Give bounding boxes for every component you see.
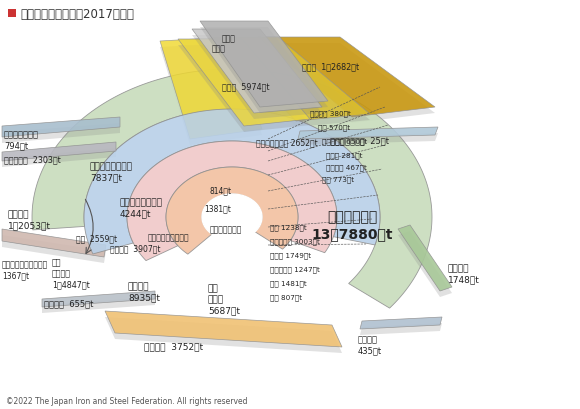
Text: 国内鉄スクラップ
4244万t: 国内鉄スクラップ 4244万t [120, 198, 163, 218]
Text: 二次製品化 3003万t: 二次製品化 3003万t [270, 237, 320, 244]
Text: 建設・機械スクラップ
1367万t: 建設・機械スクラップ 1367万t [2, 259, 48, 279]
Polygon shape [258, 44, 435, 124]
Polygon shape [2, 143, 116, 162]
Polygon shape [105, 317, 342, 353]
Text: 建設 570万t: 建設 570万t [318, 124, 350, 130]
Text: 電炉
鉄鯼生産
1億4847万t: 電炉 鉄鯼生産 1億4847万t [52, 257, 90, 288]
Text: 製品輸入
435万t: 製品輸入 435万t [358, 334, 382, 354]
Polygon shape [258, 38, 435, 118]
Polygon shape [178, 46, 310, 133]
Polygon shape [398, 225, 452, 291]
Polygon shape [2, 124, 120, 144]
Text: 土木 807万t: 土木 807万t [270, 293, 302, 300]
Polygon shape [212, 44, 370, 128]
Text: 管類 773万t: 管類 773万t [322, 175, 354, 182]
Text: 自動車 281万t: 自動車 281万t [326, 152, 362, 158]
Text: 石灰石: 石灰石 [222, 34, 236, 43]
Polygon shape [360, 317, 442, 329]
Text: 鉤材生産
8935万t: 鉤材生産 8935万t [128, 281, 160, 301]
Text: 自家発生スクラップ: 自家発生スクラップ [148, 232, 190, 241]
Polygon shape [84, 110, 380, 254]
Text: 高炉スラグ  2303万t: 高炉スラグ 2303万t [4, 155, 61, 164]
Text: スクラップ輸入  25万t: スクラップ輸入 25万t [330, 136, 389, 145]
Polygon shape [2, 229, 106, 257]
Polygon shape [200, 28, 328, 114]
Text: 山土土木 380万t: 山土土木 380万t [310, 110, 351, 116]
Text: 鉤材輸出  3752万t: 鉤材輸出 3752万t [144, 341, 203, 350]
Polygon shape [200, 22, 328, 108]
Text: 鉄源消費
1億2053万t: 鉄源消費 1億2053万t [8, 209, 51, 229]
Polygon shape [298, 134, 438, 146]
Polygon shape [42, 291, 155, 307]
Polygon shape [166, 168, 298, 254]
Text: 鉤材輸入  655万t: 鉤材輸入 655万t [44, 298, 93, 307]
Text: 生石灰: 生石灰 [212, 44, 226, 53]
Polygon shape [160, 44, 262, 146]
Text: スクラップ輸出
794万t: スクラップ輸出 794万t [4, 130, 39, 150]
Polygon shape [192, 30, 322, 114]
Bar [8, 10, 16, 18]
Polygon shape [360, 323, 442, 335]
Text: 老廃スクラップ 2652万t: 老廃スクラップ 2652万t [256, 138, 318, 147]
Text: 造船・機械 650万t: 造船・機械 650万t [322, 138, 367, 144]
Text: 鉄鰚生産  3907万t: 鉄鰚生産 3907万t [110, 243, 161, 252]
Polygon shape [192, 36, 322, 120]
Text: 鉤材
消費量
5687万t: 鉤材 消費量 5687万t [208, 283, 240, 315]
Text: 原材料  5974万t: 原材料 5974万t [222, 82, 270, 91]
Polygon shape [32, 70, 432, 308]
Text: ©2022 The Japan Iron and Steel Federation. All rights reserved: ©2022 The Japan Iron and Steel Federatio… [6, 396, 248, 405]
Polygon shape [202, 195, 262, 240]
Text: 溶銀 1238万t: 溶銀 1238万t [270, 223, 307, 230]
Polygon shape [212, 38, 370, 122]
Polygon shape [398, 231, 452, 297]
Polygon shape [42, 297, 155, 313]
Text: 国内鉄鈔蓄積
13億7880万t: 国内鉄鈔蓄積 13億7880万t [311, 209, 393, 241]
Polygon shape [2, 118, 120, 138]
Polygon shape [127, 142, 337, 261]
Polygon shape [2, 148, 116, 168]
Text: 814万t: 814万t [210, 186, 232, 195]
Text: 製品輸出
1748万t: 製品輸出 1748万t [448, 263, 480, 283]
Text: 建設 1481万t: 建設 1481万t [270, 279, 307, 286]
Text: 次製品化 467万t: 次製品化 467万t [326, 164, 367, 170]
Text: 造船・機械 1247万t: 造船・機械 1247万t [270, 265, 320, 272]
Text: 鉄鉱石  1億2682万t: 鉄鉱石 1億2682万t [302, 62, 359, 71]
Polygon shape [105, 311, 342, 347]
Text: 1381万t: 1381万t [204, 204, 231, 213]
Text: 加工スクラップ: 加工スクラップ [210, 225, 242, 234]
Text: 電炉  2559万t: 電炉 2559万t [76, 234, 117, 243]
Text: 自動車 1749万t: 自動車 1749万t [270, 252, 311, 258]
Text: 鉄鰚生産（高炉）
7837万t: 鉄鰚生産（高炉） 7837万t [90, 162, 133, 182]
Polygon shape [178, 40, 310, 127]
Text: 日本の鉄鋼循環図（2017年度）: 日本の鉄鋼循環図（2017年度） [20, 7, 134, 20]
Polygon shape [160, 38, 262, 139]
Polygon shape [2, 236, 106, 263]
Polygon shape [298, 128, 438, 139]
